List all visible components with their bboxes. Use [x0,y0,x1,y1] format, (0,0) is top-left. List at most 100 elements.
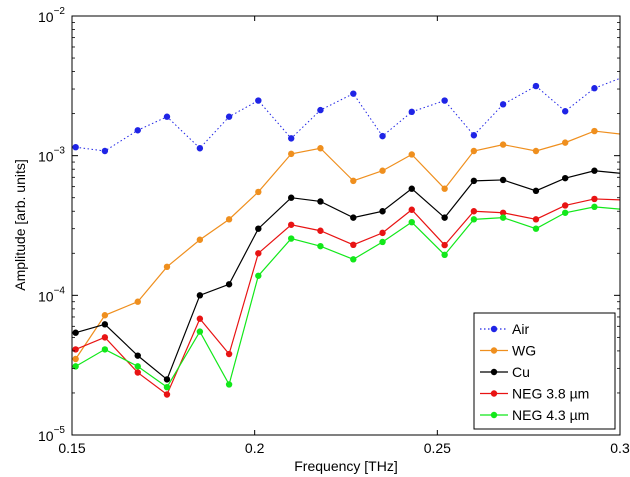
data-point-wg [532,147,540,155]
data-point-neg-4-3-m [225,381,233,388]
data-point-air [196,145,204,152]
y-tick-label: 10−2 [38,6,65,25]
data-point-air [225,113,233,120]
x-tick-label: 0.15 [58,440,85,456]
data-point-air [499,101,507,108]
legend-label: Cu [512,364,530,380]
x-tick-label: 0.25 [424,440,451,456]
data-point-neg-3-8-m [379,229,386,237]
data-point-cu [408,185,415,192]
series-cu [72,167,630,383]
data-point-neg-3-8-m [624,197,630,203]
legend: Air WG Cu NEG 3.8 µm NEG 4.3 µm [473,312,616,430]
data-point-neg-3-8-m [562,202,569,209]
data-point-neg-4-3-m [350,256,357,263]
data-point-neg-3-8-m [408,206,415,213]
data-point-neg-3-8-m [163,391,171,398]
data-point-cu [532,187,540,195]
data-point-neg-4-3-m [288,235,295,242]
tick-layer: 0.15 0.2 0.25 0.3 10−5 10−4 10−3 10−2 [38,6,630,456]
series-layer [72,72,630,398]
series-air [72,72,630,155]
data-point-neg-4-3-m [562,209,569,216]
data-point-wg [196,236,204,243]
data-point-wg [562,139,569,146]
legend-marker [490,368,498,376]
series-neg-4-3-m [72,203,630,391]
data-point-wg [441,185,448,192]
legend-item-air: Air [480,321,529,337]
data-point-neg-4-3-m [532,225,540,232]
data-point-neg-4-3-m [317,242,324,250]
legend-item-neg-4-3-m: NEG 4.3 µm [480,407,589,423]
y-tick-label: 10−5 [38,425,65,444]
legend-label: Air [512,321,529,337]
data-point-neg-4-3-m [196,328,204,335]
data-point-neg-4-3-m [379,238,386,246]
data-point-neg-3-8-m [255,250,262,257]
data-point-cu [350,214,357,221]
data-point-neg-4-3-m [134,363,141,370]
y-tick-label: 10−4 [38,285,65,304]
data-point-wg [101,312,109,319]
data-point-neg-4-3-m [470,216,478,223]
data-point-cu [379,208,386,215]
data-point-wg [225,216,233,223]
data-point-cu [196,292,204,299]
data-point-neg-4-3-m [441,251,448,259]
data-point-air [379,132,386,140]
series-wg [72,127,630,363]
data-point-air [288,135,295,142]
legend-label: WG [512,343,536,359]
data-point-air [562,108,569,115]
data-point-wg [255,188,262,196]
data-point-wg [317,145,324,152]
legend-item-cu: Cu [480,364,530,380]
x-tick-label: 0.2 [245,440,265,456]
legend-label: NEG 4.3 µm [512,407,589,423]
data-point-cu [562,174,569,182]
data-point-wg [408,151,415,158]
legend-marker [490,325,498,333]
data-point-air [591,85,598,92]
data-point-neg-3-8-m [441,241,448,249]
data-point-neg-4-3-m [624,207,630,213]
data-point-cu [624,171,630,177]
data-point-wg [72,355,79,363]
data-point-neg-4-3-m [101,346,109,353]
data-point-cu [591,167,598,174]
data-point-wg [624,132,630,138]
data-point-cu [225,281,233,288]
data-point-air [350,90,357,97]
data-point-cu [288,194,295,201]
data-point-wg [134,298,141,305]
data-point-neg-3-8-m [499,209,507,216]
data-point-neg-4-3-m [591,203,598,211]
legend-label: NEG 3.8 µm [512,386,589,402]
series-neg-3-8-m [72,195,630,398]
data-point-air [532,82,540,90]
data-point-air [441,97,448,104]
data-point-neg-3-8-m [532,216,540,223]
data-point-wg [288,150,295,158]
legend-item-wg: WG [480,343,536,359]
data-point-air [470,132,478,139]
data-point-cu [255,225,262,232]
data-point-wg [379,167,386,174]
data-point-cu [499,176,507,184]
data-point-air [624,72,630,78]
data-point-neg-4-3-m [408,218,415,226]
data-point-air [317,106,324,114]
data-point-cu [470,177,478,185]
data-point-neg-3-8-m [350,241,357,249]
data-point-wg [591,127,598,135]
y-tick-label: 10−3 [38,146,65,165]
data-point-air [101,147,109,155]
legend-item-neg-3-8-m: NEG 3.8 µm [480,386,589,402]
data-point-neg-3-8-m [225,350,233,358]
data-point-neg-3-8-m [317,227,324,234]
y-axis-label: Amplitude [arb. units] [12,159,28,291]
data-point-neg-3-8-m [470,208,478,215]
data-point-cu [317,198,324,205]
